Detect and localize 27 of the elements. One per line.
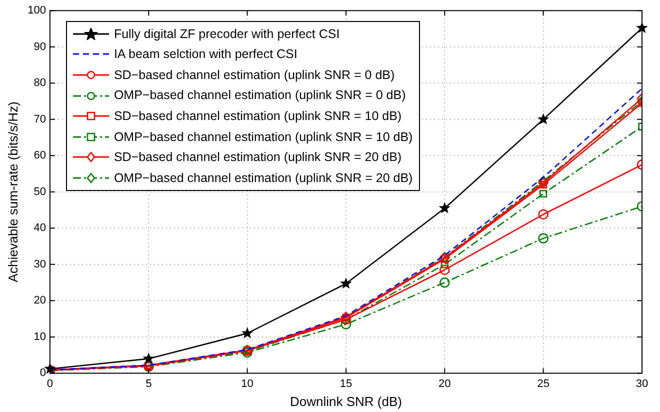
x-tick-label: 30 xyxy=(636,378,648,390)
x-axis-title: Downlink SNR (dB) xyxy=(290,394,402,409)
x-tick-label: 25 xyxy=(537,378,550,390)
y-tick-label: 30 xyxy=(34,258,46,270)
legend-label: SD−based channel estimation (uplink SNR = 20 dB) xyxy=(114,149,402,166)
legend-label: OMP−based channel estimation (uplink SNR = 10 dB) xyxy=(114,128,413,146)
x-tick-label: 10 xyxy=(241,378,254,390)
y-tick-label: 0 xyxy=(40,367,46,380)
y-axis-title: Achievable sum-rate (bits/s/Hz) xyxy=(5,102,20,282)
legend-label: OMP−based channel estimation (uplink SNR = 0 dB) xyxy=(114,87,406,104)
y-tick-label: 100 xyxy=(28,4,46,17)
x-tick-label: 15 xyxy=(340,378,352,390)
legend-label: IA beam selction with perfect CSI xyxy=(114,46,298,64)
y-tick-label: 20 xyxy=(34,294,46,307)
legend-label: OMP−based channel estimation (uplink SNR = 20 dB) xyxy=(114,170,413,187)
y-tick-label: 70 xyxy=(34,113,46,126)
x-tick-label: 5 xyxy=(146,378,152,390)
legend-label: SD−based channel estimation (uplink SNR = 0 dB) xyxy=(114,66,395,84)
y-tick-label: 10 xyxy=(34,330,46,343)
legend-label: Fully digital ZF precoder with perfect CSI xyxy=(114,26,340,43)
y-tick-label: 80 xyxy=(34,77,46,90)
x-tick-label: 20 xyxy=(438,378,451,390)
y-tick-label: 50 xyxy=(34,186,46,198)
y-tick-label: 40 xyxy=(34,222,46,234)
y-tick-label: 90 xyxy=(34,40,46,53)
y-tick-label: 60 xyxy=(34,150,46,162)
legend-label: SD−based channel estimation (uplink SNR = 10 dB) xyxy=(114,108,402,125)
